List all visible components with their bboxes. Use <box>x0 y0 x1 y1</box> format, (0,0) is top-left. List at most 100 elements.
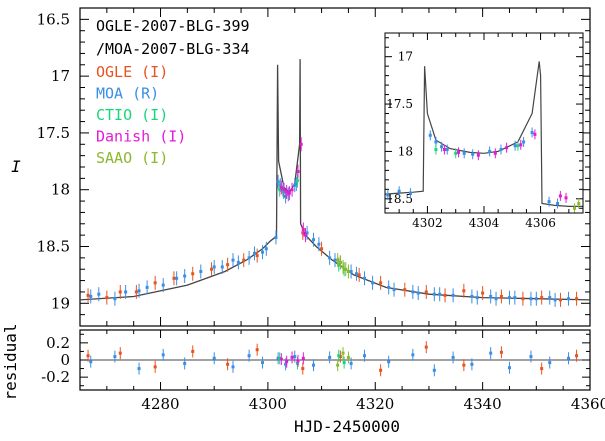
data-point-moa <box>387 280 391 295</box>
data-point-moa <box>89 289 93 304</box>
y-tick-label: 16.5 <box>37 10 70 28</box>
data-point-moa <box>137 283 141 298</box>
y-tick-label: 17 <box>51 67 70 85</box>
residual-point-ogle <box>424 341 428 354</box>
data-point-moa <box>548 290 552 305</box>
data-point-moa <box>392 282 396 297</box>
x-tick-label: 4300 <box>249 395 287 413</box>
residual-axis-ticks <box>80 330 591 390</box>
data-point-moa <box>328 250 332 265</box>
data-point-ogle <box>521 291 525 306</box>
legend-entry: OGLE (I) <box>96 63 168 81</box>
residual-point-moa <box>89 355 93 368</box>
residual-point-moa <box>411 348 415 361</box>
inset-point-danish <box>505 142 509 153</box>
inset-point-ctio <box>434 144 438 155</box>
legend: OGLE (I) MOA (R) CTIO (I) Danish (I) SAAO (I… <box>96 63 186 167</box>
data-point-ctio <box>278 182 282 197</box>
data-point-moa <box>175 271 179 286</box>
data-point-ogle <box>403 282 407 297</box>
inset-point-moa <box>488 146 492 157</box>
data-point-moa <box>161 278 165 293</box>
data-point-ogle <box>172 271 176 286</box>
data-point-moa <box>489 289 493 304</box>
residual-point-ogle <box>379 364 383 377</box>
main-axis-ticks <box>80 8 591 326</box>
residual-point-saao <box>341 347 345 360</box>
residual-point-ctio <box>337 349 341 362</box>
inset-point-moa <box>386 190 390 200</box>
inset-y-tick-label: 18.5 <box>386 192 413 206</box>
residual-point-moa <box>328 351 332 364</box>
data-point-moa <box>411 284 415 299</box>
inset-point-danish <box>476 150 480 161</box>
data-point-moa <box>113 291 117 306</box>
residual-point-moa <box>113 350 117 363</box>
inset-point-danish <box>564 192 568 203</box>
data-point-danish <box>279 180 283 195</box>
data-point-moa <box>212 259 216 274</box>
data-point-moa <box>231 253 235 268</box>
data-point-ogle <box>357 267 361 282</box>
event-name-line-1: OGLE-2007-BLG-399 <box>96 17 250 35</box>
x-axis-label: HJD-2450000 <box>294 417 400 436</box>
residual-y-tick-labels: 0.20-0.2 <box>41 334 70 386</box>
residual-point-danish <box>301 352 305 365</box>
inset-data-points <box>386 127 581 214</box>
y-axis-label: I <box>11 157 21 176</box>
data-point-ogle <box>105 290 109 305</box>
data-point-moa <box>293 178 297 193</box>
legend-entry: MOA (R) <box>96 85 159 103</box>
inset-frame <box>384 32 584 214</box>
residual-point-moa <box>363 349 367 362</box>
data-point-saao <box>338 255 342 270</box>
residual-point-ogle <box>575 349 579 362</box>
residual-point-moa <box>137 362 141 375</box>
data-point-moa <box>494 291 498 306</box>
residual-point-moa <box>548 356 552 369</box>
data-point-moa <box>236 255 240 270</box>
data-point-moa <box>199 264 203 279</box>
residual-point-moa <box>489 347 493 360</box>
data-point-ogle <box>242 253 246 268</box>
data-point-moa <box>317 237 321 252</box>
data-point-moa <box>349 264 353 279</box>
residual-point-ogle <box>499 346 503 359</box>
inset-point-moa <box>522 136 526 147</box>
data-point-ogle <box>481 286 485 301</box>
data-point-ctio <box>342 262 346 277</box>
data-point-danish <box>287 186 291 201</box>
x-tick-label: 4280 <box>141 395 179 413</box>
data-point-moa <box>371 275 375 290</box>
x-tick-labels: 4280 4300 4320 4340 4360 <box>141 395 605 413</box>
data-point-moa <box>553 292 557 307</box>
data-point-moa <box>475 290 479 305</box>
residual-point-ogle <box>118 347 122 360</box>
data-point-ogle <box>118 284 122 299</box>
residual-point-moa <box>529 350 533 363</box>
residual-axis-label: residual <box>1 323 20 400</box>
residual-point-moa <box>161 348 165 361</box>
residual-point-ogle <box>462 359 466 372</box>
residual-point-moa <box>231 360 235 373</box>
inset-point-ctio <box>454 148 458 159</box>
main-light-curve-panel: 16.5 17 17.5 18 18.5 19 I OGLE-2007-BLG-399 /… <box>11 7 591 327</box>
inset-point-moa <box>445 144 449 155</box>
data-point-ogle <box>226 257 230 272</box>
data-point-ctio <box>295 173 299 188</box>
inset-tick-labels: 17 17.5 18 18.5 4302 4304 4306 <box>386 50 556 230</box>
data-point-moa <box>534 291 538 306</box>
data-point-moa <box>363 271 367 286</box>
residual-point-ogle <box>255 343 259 356</box>
data-point-ogle <box>320 241 324 256</box>
data-point-danish <box>301 222 305 237</box>
inset-point-saao <box>573 203 577 214</box>
residual-point-danish <box>290 351 294 364</box>
legend-entry: Danish (I) <box>96 128 186 146</box>
data-point-ogle <box>153 275 157 290</box>
data-point-moa <box>416 286 420 301</box>
data-point-ogle <box>424 284 428 299</box>
main-y-tick-labels: 16.5 17 17.5 18 18.5 19 <box>37 10 70 312</box>
event-name-line-2: /MOA-2007-BLG-334 <box>96 40 250 58</box>
data-point-moa <box>567 291 571 306</box>
